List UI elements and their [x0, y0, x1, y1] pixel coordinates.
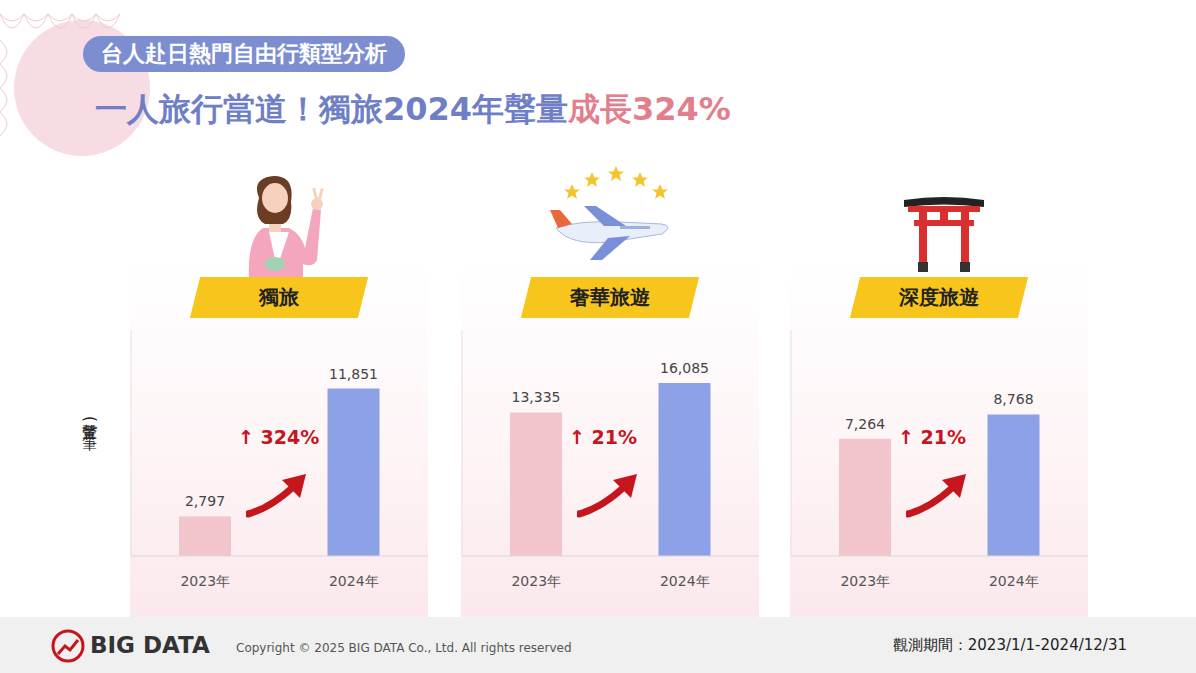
html-text:奢華旅遊: 奢華旅遊 — [570, 285, 650, 309]
svg-text:2,797: 2,797 — [185, 493, 225, 509]
html-text:↑ 21%: ↑ 21% — [898, 426, 966, 448]
html-text:獨旅: 獨旅 — [259, 285, 299, 309]
svg-text:2023年: 2023年 — [840, 573, 890, 589]
html-text:↑ 21%: ↑ 21% — [569, 426, 637, 448]
svg-text:16,085: 16,085 — [660, 360, 709, 376]
html-text:聲量(筆): 聲量(筆) — [81, 412, 99, 434]
svg-text:13,335: 13,335 — [512, 389, 561, 405]
html-text:觀測期間：2023/1/1-2024/12/31: 觀測期間：2023/1/1-2024/12/31 — [892, 636, 1127, 654]
html-text:深度旅遊: 深度旅遊 — [899, 285, 979, 309]
html-text:台人赴日熱門自由行類型分析: 台人赴日熱門自由行類型分析 — [101, 41, 387, 66]
svg-text:8,768: 8,768 — [993, 391, 1033, 407]
svg-text:2023年: 2023年 — [180, 573, 230, 589]
html-text:↑ 324%: ↑ 324% — [238, 426, 320, 448]
svg-text:2024年: 2024年 — [329, 573, 379, 589]
svg-text:2024年: 2024年 — [989, 573, 1039, 589]
html-text:BIG DATA: BIG DATA — [90, 632, 210, 658]
svg-text:11,851: 11,851 — [329, 366, 378, 382]
html-text:一人旅行當道！獨旅2024年聲量成長324%: 一人旅行當道！獨旅2024年聲量成長324% — [95, 90, 731, 128]
svg-text:7,264: 7,264 — [845, 416, 885, 432]
svg-text:2023年: 2023年 — [511, 573, 561, 589]
svg-text:2024年: 2024年 — [660, 573, 710, 589]
html-text:Copyright © 2025 BIG DATA Co.,: Copyright © 2025 BIG DATA Co., Ltd. All … — [236, 641, 572, 655]
